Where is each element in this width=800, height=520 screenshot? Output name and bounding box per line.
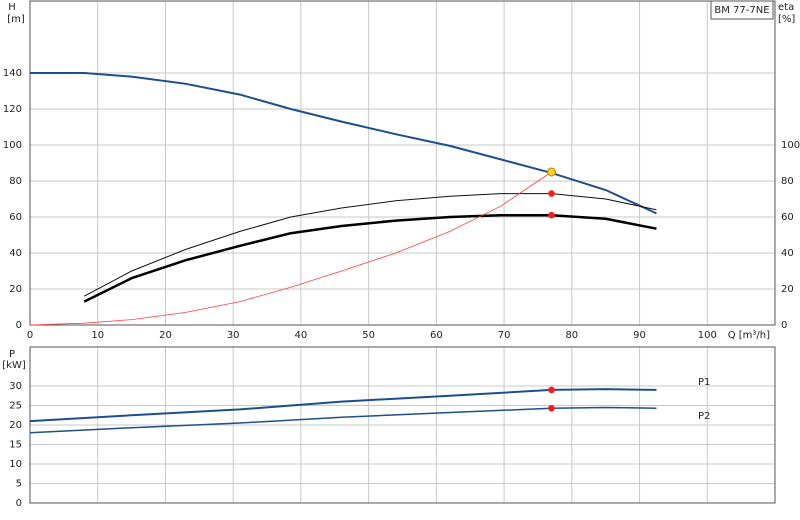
y2-axis-unit: [%] (778, 14, 795, 25)
y2-axis-label: eta (778, 2, 794, 13)
curve (29, 388, 657, 423)
y-tick-label: 100 (3, 140, 22, 151)
x-tick-label: 30 (227, 330, 240, 341)
x-tick-label: 70 (498, 330, 511, 341)
curve (83, 213, 657, 303)
curve (83, 193, 657, 297)
curve (29, 406, 657, 434)
curve (29, 171, 552, 326)
x-tick-label: 20 (159, 330, 172, 341)
duty-point (547, 167, 556, 177)
y2-tick-label: 0 (781, 320, 787, 331)
duty-point (548, 404, 555, 412)
y-tick-label: 15 (9, 440, 22, 451)
series-label: P2 (698, 411, 710, 422)
x-axis-label: Q [m³/h] (728, 330, 770, 341)
y-axis-unit: [kW] (2, 360, 26, 371)
y-tick-label: 30 (9, 381, 22, 392)
y-tick-label: 5 (16, 479, 22, 490)
title-box (710, 0, 774, 20)
series-label: P1 (698, 377, 710, 388)
x-tick-label: 100 (698, 330, 717, 341)
plot-frame (29, 346, 776, 504)
y-tick-label: 0 (16, 498, 22, 509)
y2-tick-label: 40 (781, 248, 794, 259)
x-tick-label: 80 (565, 330, 578, 341)
curve (30, 72, 657, 215)
x-tick-label: 40 (295, 330, 308, 341)
y-tick-label: 140 (3, 68, 22, 79)
x-tick-label: 50 (362, 330, 375, 341)
y-tick-label: 20 (9, 284, 22, 295)
x-tick-label: 60 (430, 330, 443, 341)
duty-point (548, 211, 555, 219)
y-tick-label: 25 (9, 401, 22, 412)
chart-title: BM 77-7NE (714, 5, 769, 16)
y2-tick-label: 60 (781, 212, 794, 223)
plot-frame (29, 0, 776, 326)
duty-point (548, 190, 555, 197)
x-tick-label: 10 (91, 330, 104, 341)
y2-tick-label: 20 (781, 284, 794, 295)
y-tick-label: 60 (9, 212, 22, 223)
y-tick-label: 40 (9, 248, 22, 259)
y-tick-label: 20 (9, 420, 22, 431)
x-tick-label: 90 (633, 330, 646, 341)
x-tick-label: 0 (27, 330, 33, 341)
y-axis-label: P (9, 349, 15, 360)
y-tick-label: 80 (9, 176, 22, 187)
y2-tick-label: 100 (781, 140, 800, 151)
y-axis-label: H (8, 2, 16, 13)
y-tick-label: 120 (3, 104, 22, 115)
duty-point (548, 386, 555, 394)
y2-tick-label: 80 (781, 176, 794, 187)
y-tick-label: 0 (16, 320, 22, 331)
y-axis-unit: [m] (7, 14, 25, 25)
y-tick-label: 10 (9, 459, 22, 470)
